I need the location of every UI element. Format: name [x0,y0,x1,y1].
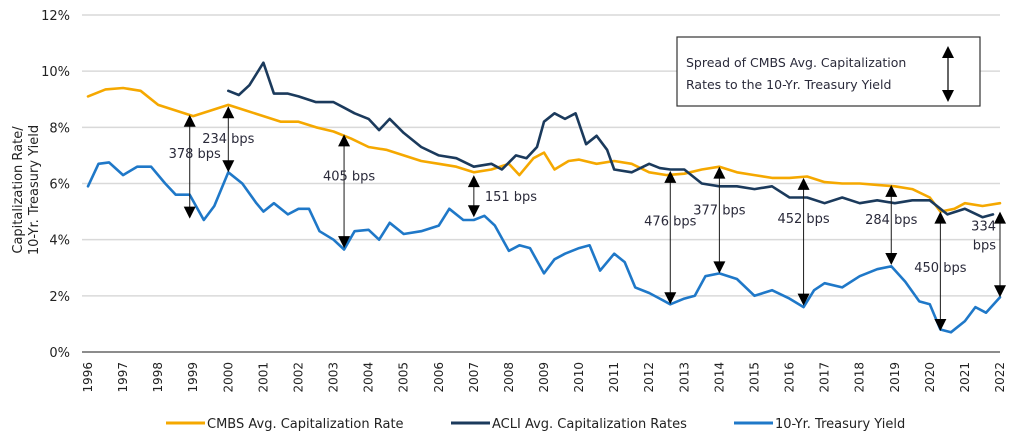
y-tick-label: 0% [49,346,70,361]
arrow-head-up [467,175,480,188]
x-tick-label: 2006 [432,362,446,393]
legend-label: CMBS Avg. Capitalization Rate [207,417,404,432]
spread-label: 476 bps [644,215,696,230]
spread-arrow: 284 bps [865,184,918,265]
y-axis-title: Capitalization Rate/ 10-Yr. Treasury Yie… [11,125,42,255]
spread-arrow: 405 bps [323,134,375,249]
x-tick-label: 2002 [291,362,305,393]
spread-arrow: 151 bps [467,175,537,218]
arrow-head-down [664,292,677,305]
arrow-head-up [934,211,947,224]
x-tick-label: 1997 [116,362,130,393]
arrow-head-down [338,236,351,249]
y-tick-label: 2% [49,290,70,305]
series-line-2 [227,61,995,219]
spread-label: 378 bps [169,147,221,162]
spread-label: 334 [971,219,996,234]
arrow-head-up [885,184,898,197]
series-lines [86,61,1002,334]
arrow-head-up [664,170,677,183]
spread-label: 234 bps [202,132,254,147]
spread-label: 151 bps [485,190,537,205]
x-tick-label: 1999 [186,362,200,393]
series-line-1 [86,86,1002,213]
arrow-head-down [713,261,726,274]
x-tick-label: 2012 [642,362,656,393]
y-tick-label: 8% [49,121,70,136]
gridlines [82,14,1000,353]
spread-label: 284 bps [865,213,917,228]
spread-arrow: 476 bps [644,170,697,305]
x-tick-label: 2007 [467,362,481,393]
x-tick-label: 2017 [818,362,832,393]
x-tick-label: 2016 [783,362,797,393]
x-tick-label: 2009 [537,362,551,393]
y-tick-label: 4% [49,234,70,249]
arrow-head-down [183,206,196,219]
arrow-head-down [885,252,898,265]
arrow-head-up [183,114,196,127]
legend-item: 10-Yr. Treasury Yield [734,417,905,432]
x-tick-label: 2018 [853,362,867,393]
arrow-head-down [934,318,947,331]
y-tick-label: 10% [41,65,70,80]
spread-label: 452 bps [777,212,829,227]
x-tick-label: 2013 [677,362,691,393]
spread-arrow: 450 bps [914,211,967,331]
spread-label: 377 bps [693,203,745,218]
spread-label: 405 bps [323,170,375,185]
x-tick-label: 2003 [327,362,341,393]
x-tick-label: 2019 [888,362,902,393]
x-tick-label: 1998 [151,362,165,393]
x-tick-label: 2000 [221,362,235,393]
y-axis-title-line1: Capitalization Rate/ [11,126,26,254]
key-box-line2: Rates to the 10-Yr. Treasury Yield [686,77,891,92]
arrow-head-up [338,134,351,147]
x-tick-label: 2001 [256,362,270,393]
x-tick-label: 2004 [362,362,376,393]
x-tick-label: 2022 [993,362,1007,393]
legend-label: ACLI Avg. Capitalization Rates [492,417,687,432]
spread-arrow: 377 bps [693,166,746,274]
legend-label: 10-Yr. Treasury Yield [775,417,905,432]
y-axis-ticks: 0% 2% 4% 6% 8% 10% 12% [41,9,70,361]
x-tick-label: 2011 [607,362,621,393]
x-tick-label: 1996 [81,362,95,393]
double-arrow-icon [942,46,954,102]
x-tick-label: 2014 [712,362,726,393]
x-tick-label: 2021 [958,362,972,393]
legend: CMBS Avg. Capitalization Rate ACLI Avg. C… [166,417,905,432]
arrow-head-down [994,285,1006,298]
series-line-3 [86,161,1002,334]
x-tick-label: 2008 [502,362,516,393]
x-tick-label: 2020 [923,362,937,393]
annotation-key-box: Spread of CMBS Avg. Capitalization Rates… [676,36,981,107]
spread-arrow: 334 bps [971,211,1006,298]
spread-arrow: 234 bps [202,106,255,173]
spread-label: 450 bps [914,261,966,276]
x-axis-ticks: 1996 1997 1998 1999 2000 2001 2002 2003 2004 2005… [81,362,1007,393]
x-tick-label: 2010 [572,362,586,393]
arrow-head-up [797,177,810,190]
spread-label-unit: bps [973,238,997,253]
key-box-frame [676,36,981,107]
legend-item: CMBS Avg. Capitalization Rate [166,417,404,432]
y-tick-label: 6% [49,178,70,193]
arrow-head-up [222,106,235,119]
arrow-head-down [467,205,480,218]
arrow-head-up [994,211,1006,224]
arrow-head-down [797,293,810,306]
y-axis-title-line2: 10-Yr. Treasury Yield [27,125,42,255]
y-tick-label: 12% [41,9,70,24]
arrow-head-down [222,160,235,173]
x-tick-label: 2015 [747,362,761,393]
key-box-line1: Spread of CMBS Avg. Capitalization [686,55,906,70]
spread-arrow: 452 bps [777,177,830,306]
spread-arrow: 378 bps [169,114,221,219]
arrow-head-up [713,166,726,179]
x-tick-label: 2005 [397,362,411,393]
legend-item: ACLI Avg. Capitalization Rates [451,417,687,432]
